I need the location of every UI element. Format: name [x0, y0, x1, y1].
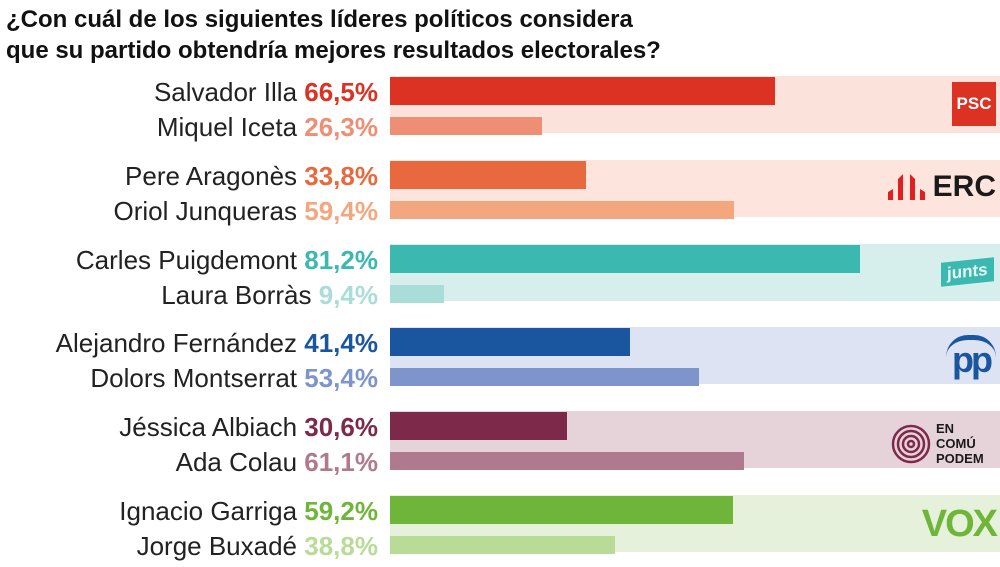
leader-label: Laura Borràs 9,4% — [161, 280, 378, 310]
leader-name: Jéssica Albiach — [119, 412, 298, 443]
title-line-1: ¿Con cuál de los siguientes líderes polí… — [6, 6, 633, 33]
leader-label: Carles Puigdemont 81,2% — [76, 245, 378, 275]
leader-name: Dolors Montserrat — [90, 363, 298, 394]
value-label: 33,8% — [304, 160, 378, 191]
leader-label: Salvador Illa 66,5% — [154, 77, 378, 107]
leader-label: Dolors Montserrat 53,4% — [90, 363, 378, 393]
value-label: 38,8% — [304, 531, 378, 561]
leader-label: Pere Aragonès 33,8% — [125, 161, 378, 191]
value-label: 53,4% — [304, 363, 378, 394]
bar-laura-borràs — [390, 284, 445, 303]
leader-label: Alejandro Fernández 41,4% — [56, 328, 378, 358]
leader-name: Jorge Buxadé — [136, 531, 298, 561]
party-logo-en-comú-podem: EN COMÚ PODEM — [891, 421, 996, 466]
party-logo-psc: PSC — [952, 82, 996, 126]
bar-ignacio-garriga — [390, 496, 733, 524]
bar-salvador-illa — [390, 77, 776, 105]
value-label: 30,6% — [304, 412, 378, 443]
leader-name: Miquel Iceta — [156, 112, 298, 142]
bar-ada-colau — [390, 452, 744, 471]
party-logo-pp: pp — [946, 335, 996, 380]
bar-oriol-junqueras — [390, 200, 734, 219]
bar-alejandro-fernández — [390, 328, 630, 357]
party-logo-erc: ERC — [887, 171, 996, 201]
bar-jorge-buxadé — [390, 536, 615, 554]
title-line-2: que su partido obtendría mejores resulta… — [6, 37, 661, 64]
party-logo-vox: VOX — [921, 503, 998, 545]
bar-dolors-montserrat — [390, 368, 700, 387]
leader-name: Ada Colau — [175, 447, 298, 478]
value-label: 9,4% — [318, 279, 378, 310]
value-label: 26,3% — [304, 112, 378, 142]
leader-name: Carles Puigdemont — [75, 244, 298, 275]
value-label: 59,2% — [304, 496, 378, 526]
bar-jéssica-albiach — [390, 412, 568, 441]
leader-name: Salvador Illa — [153, 77, 298, 107]
erc-logo-mark — [887, 173, 925, 200]
comu-logo-mark — [891, 424, 931, 463]
leader-name: Alejandro Fernández — [55, 328, 298, 359]
leader-label: Ignacio Garriga 59,2% — [119, 496, 378, 526]
leader-name: Laura Borràs — [161, 279, 312, 310]
value-label: 61,1% — [304, 447, 378, 478]
leader-label: Jorge Buxadé 38,8% — [137, 531, 378, 561]
leader-label: Ada Colau 61,1% — [176, 447, 378, 477]
bar-carles-puigdemont — [390, 244, 861, 273]
leader-label: Jéssica Albiach 30,6% — [119, 412, 378, 442]
leader-label: Oriol Junqueras 59,4% — [113, 196, 378, 226]
leader-name: Pere Aragonès — [125, 160, 298, 191]
value-label: 81,2% — [304, 244, 378, 275]
leader-name: Oriol Junqueras — [113, 195, 298, 226]
party-logo-junts: junts — [941, 256, 994, 287]
leader-name: Ignacio Garriga — [119, 496, 298, 526]
leader-label: Miquel Iceta 26,3% — [157, 112, 378, 142]
bar-pere-aragonès — [390, 160, 586, 189]
value-label: 59,4% — [304, 195, 378, 226]
value-label: 41,4% — [304, 328, 378, 359]
party-name: PSC — [956, 94, 992, 113]
value-label: 66,5% — [304, 77, 378, 107]
chart-title: ¿Con cuál de los siguientes líderes polí… — [6, 4, 661, 66]
bar-miquel-iceta — [390, 117, 543, 135]
